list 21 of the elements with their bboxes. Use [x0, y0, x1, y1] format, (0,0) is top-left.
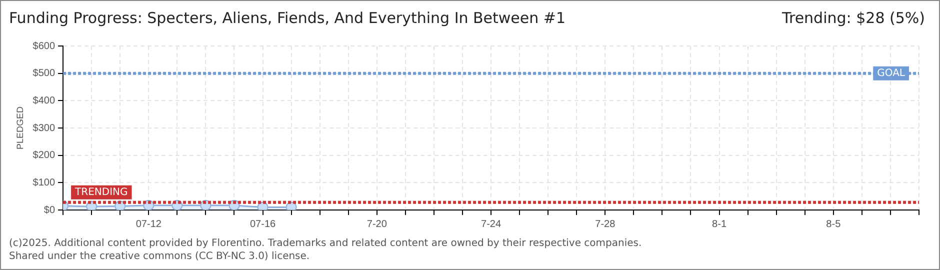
x-tick-label: 7-24 — [481, 218, 502, 230]
x-tick-label: 07-16 — [250, 218, 276, 230]
ref-line-label: GOAL — [877, 68, 906, 79]
text: (c)2025. Additional content provided by Florentino. Trademarks and related content are owned by their respective companies. — [9, 237, 642, 250]
x-tick-label: 8-5 — [826, 218, 842, 230]
text: Shared under the creative commons (CC BY-NC 3.0) license. — [9, 250, 311, 263]
chart-title: Funding Progress: Specters, Aliens, Fiends, And Everything In Between #1 — [9, 9, 566, 27]
y-tick-label: $100 — [32, 177, 56, 188]
y-tick-label: $0 — [44, 204, 56, 216]
ref-line-label: TRENDING — [74, 186, 128, 198]
y-tick-label: $400 — [32, 95, 56, 106]
x-tick-label: 8-1 — [712, 218, 727, 230]
chart-subtitle: Trending: $28 (5%) — [782, 9, 925, 27]
y-tick-label: $200 — [32, 150, 56, 162]
x-tick-label: 07-12 — [136, 218, 162, 230]
x-tick-label: 7-28 — [595, 218, 616, 230]
y-tick-label: $500 — [32, 68, 56, 80]
y-tick-label: $600 — [32, 40, 56, 52]
y-tick-label: $300 — [32, 122, 56, 134]
x-tick-label: 7-20 — [366, 218, 388, 230]
y-axis-title: PLEDGED — [14, 106, 25, 150]
